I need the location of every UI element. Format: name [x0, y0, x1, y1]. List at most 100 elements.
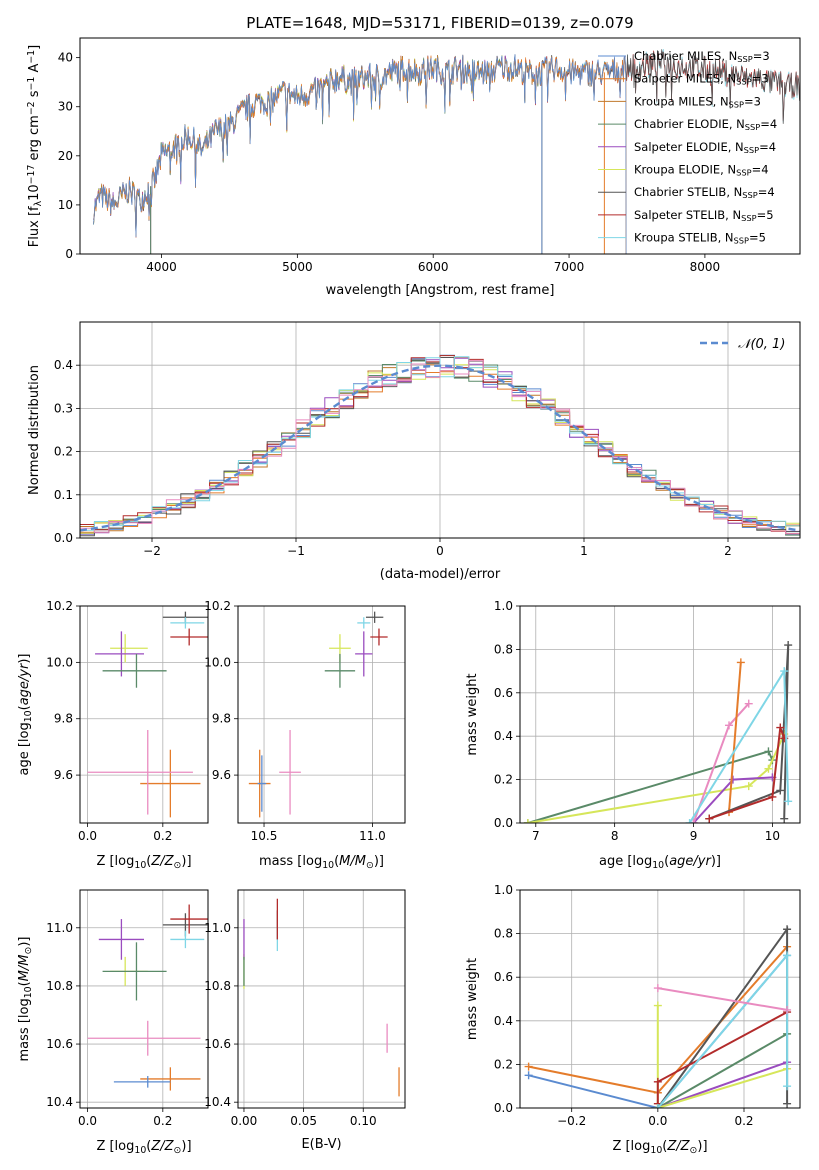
label-part: ( — [334, 854, 339, 869]
y-axis-label: Normed distribution — [27, 365, 42, 495]
label-part: Z/Z — [150, 1139, 174, 1154]
y-tick-label: 0.6 — [494, 970, 513, 984]
data-point — [87, 1020, 201, 1056]
label-part: =4 — [752, 163, 769, 177]
data-point — [370, 628, 388, 646]
label-part: )] — [17, 653, 32, 663]
y-tick-label: 30 — [58, 100, 73, 114]
weight-marker — [653, 1001, 662, 1010]
weight-line — [708, 727, 786, 820]
label-part: A — [27, 64, 42, 77]
y-tick-label: 11.0 — [204, 921, 231, 935]
weight-marker — [744, 782, 753, 791]
label-part: Chabrier MILES, N — [634, 49, 737, 63]
axes-frame — [237, 889, 406, 1109]
x-tick-label: 8000 — [690, 260, 721, 274]
y-tick-label: 0.6 — [494, 686, 513, 700]
label-part: age [log — [17, 722, 32, 775]
weight-marker — [725, 721, 734, 730]
label-part: )] — [181, 1139, 191, 1154]
x-axis-label: (data-model)/error — [380, 567, 501, 582]
label-part: M/M — [339, 854, 366, 869]
weight-marker — [764, 764, 773, 773]
label-part: Z [log — [612, 1139, 650, 1154]
label-part: )] — [181, 854, 191, 869]
label-part: Chabrier STELIB, N — [634, 185, 742, 199]
weight-line — [656, 1011, 788, 1104]
y-tick-label: 11.0 — [46, 921, 73, 935]
label-part: )] — [711, 854, 721, 869]
panel-3: 10.5 11.0 9.6 9.8 10.0 10.2 mass [log10(M/M⊙)] — [204, 599, 406, 871]
label-part: erg cm — [27, 115, 42, 164]
plot-area — [87, 611, 208, 818]
label-part: mass [log — [17, 998, 32, 1061]
label-part: mass [log — [259, 854, 322, 869]
panel-0: 4000 5000 6000 7000 8000 0 10 20 30 40 PLATE=1648,… — [26, 14, 801, 298]
y-tick-label: 0.4 — [494, 1014, 513, 1028]
label-part: SSP — [745, 122, 760, 132]
y-tick-label: 0.4 — [494, 729, 513, 743]
weight-marker — [705, 814, 714, 823]
x-tick-label: 0.0 — [78, 1114, 97, 1128]
plot-area — [523, 641, 793, 823]
label-part: )] — [374, 854, 384, 869]
label-part: Kroupa MILES, N — [634, 94, 729, 108]
label-part: )] — [17, 937, 32, 947]
chart-title: PLATE=1648, MJD=53171, FIBERID=0139, z=0… — [246, 14, 633, 32]
data-point — [170, 617, 205, 629]
weight-marker — [768, 792, 777, 801]
data-point — [170, 930, 205, 949]
x-tick-label: 10 — [765, 829, 780, 843]
y-axis-label: age [log10(age/yr)] — [17, 653, 34, 775]
label-part: SSP — [736, 77, 751, 87]
y-tick-label: 0.3 — [54, 401, 73, 415]
panel-1: −2 −1 0 1 2 0.0 0.1 0.2 0.3 0.4 (data-model)/error… — [27, 321, 801, 582]
label-part: SSP — [741, 213, 756, 223]
label-part: 10 — [652, 860, 664, 871]
x-axis-label: age [log10(age/yr)] — [599, 854, 721, 871]
y-tick-label: 0.2 — [54, 445, 73, 459]
x-tick-label: 5000 — [282, 260, 313, 274]
x-tick-label: 0 — [436, 544, 444, 558]
y-axis-label: mass [log10(M/M⊙)] — [17, 937, 34, 1062]
y-tick-label: 0.2 — [494, 773, 513, 787]
label-part: ] — [27, 45, 42, 50]
spectrum-line — [93, 54, 627, 254]
x-tick-label: 0.0 — [78, 829, 97, 843]
label-part: age/yr — [669, 854, 712, 869]
legend-label: Kroupa STELIB, NSSP=5 — [634, 231, 766, 246]
panel-2: 0.0 0.29.69.810.010.2Z [log10(Z/Z⊙)]age [… — [17, 599, 209, 871]
x-tick-label: 0.05 — [290, 1114, 317, 1128]
label-part: 10 — [134, 860, 146, 871]
weight-line — [657, 1061, 788, 1108]
axes-frame — [519, 605, 801, 824]
x-tick-label: 1 — [580, 544, 588, 558]
label-part: −17 — [26, 165, 37, 185]
x-axis-label: Z [log10(Z/Z⊙)] — [612, 1139, 707, 1156]
x-tick-label: 8 — [611, 829, 619, 843]
label-part: SSP — [734, 236, 749, 246]
x-tick-label: 0.2 — [153, 1114, 172, 1128]
label-part: ( — [17, 981, 32, 986]
label-part: Salpeter STELIB, N — [634, 208, 741, 222]
x-tick-label: 4000 — [146, 260, 177, 274]
label-part: Salpeter ELODIE, N — [634, 140, 744, 154]
plot-area — [524, 925, 792, 1108]
weight-marker — [728, 775, 737, 784]
y-tick-label: 10.2 — [204, 599, 231, 613]
x-tick-label: 0.00 — [231, 1114, 258, 1128]
label-part: =4 — [759, 140, 776, 154]
plot-area — [87, 904, 208, 1091]
legend-label: Salpeter STELIB, NSSP=5 — [634, 208, 774, 223]
data-point — [357, 617, 371, 629]
weight-marker — [744, 699, 753, 708]
weight-marker — [783, 1099, 792, 1108]
label-part: =4 — [760, 117, 777, 131]
label-part: =3 — [752, 72, 769, 86]
label-part: ( — [146, 1139, 151, 1154]
y-tick-label: 9.8 — [54, 712, 73, 726]
weight-marker — [783, 925, 792, 934]
panel-6: 0.00 0.05 0.10 10.4 10.6 10.8 11.0 E(B-V) — [204, 889, 406, 1152]
x-tick-label: 9 — [690, 829, 698, 843]
